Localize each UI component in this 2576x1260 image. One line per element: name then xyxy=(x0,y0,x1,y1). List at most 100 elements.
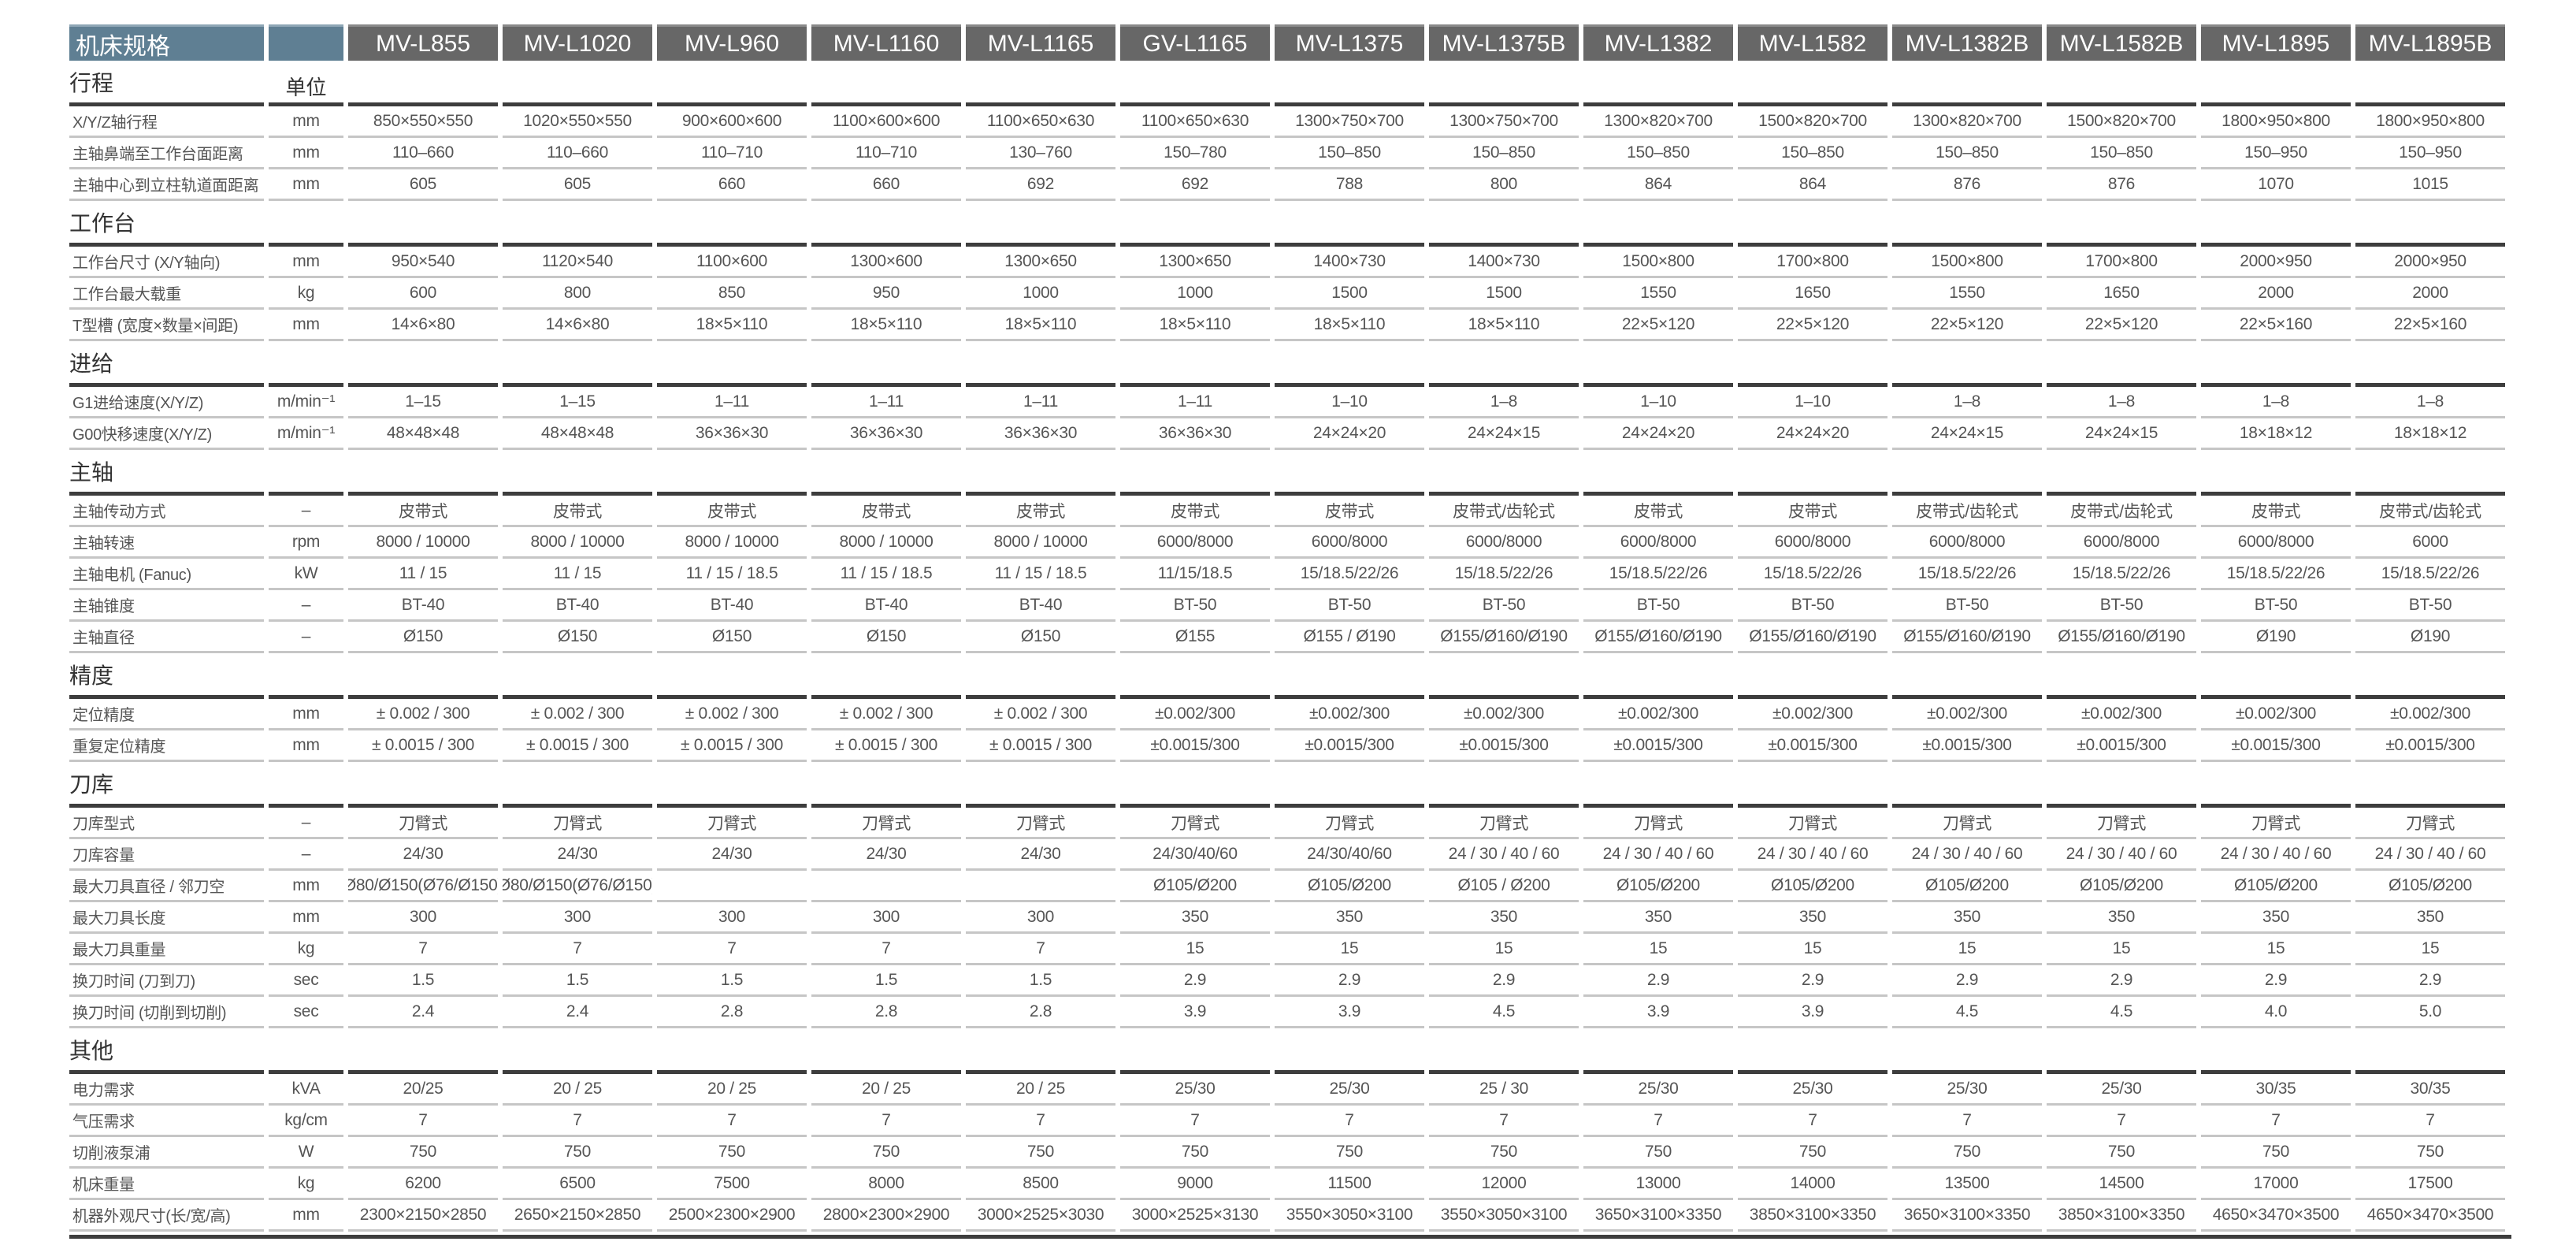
spec-value: 22×5×120 xyxy=(1583,310,1733,341)
spec-value: 2.9 xyxy=(1738,965,1887,997)
spec-value: 12000 xyxy=(1429,1169,1579,1200)
model-header: GV-L1165 xyxy=(1120,24,1270,61)
section-divider-cell xyxy=(348,341,498,387)
row-unit: kg xyxy=(269,1169,343,1200)
spec-value: ±0.0015/300 xyxy=(1738,730,1887,762)
spec-value: 1–8 xyxy=(2201,387,2351,418)
spec-value: 1–8 xyxy=(2355,387,2505,418)
spec-value: ±0.002/300 xyxy=(2355,699,2505,730)
spec-value: 刀臂式 xyxy=(657,808,807,839)
spec-value: 1–10 xyxy=(1738,387,1887,418)
spec-value: 7 xyxy=(2355,1106,2505,1137)
spec-value: 7 xyxy=(1583,1106,1733,1137)
spec-value: BT-40 xyxy=(348,590,498,622)
table-row: 主轴中心到立柱轨道面距离 mm 605 605 660 660 692 692 788 800 86… xyxy=(69,169,2511,201)
spec-value: Ø105/Ø200 xyxy=(2201,871,2351,902)
header-title: 机床规格 xyxy=(69,24,264,61)
section-divider-cell xyxy=(348,61,498,106)
section-title: 刀库 xyxy=(69,762,264,808)
spec-value: 11500 xyxy=(1275,1169,1424,1200)
spec-value: 750 xyxy=(1120,1137,1270,1169)
spec-value: Ø150 xyxy=(348,622,498,653)
section-divider-cell xyxy=(1738,341,1887,387)
spec-value: 18×5×110 xyxy=(811,310,961,341)
spec-value: ±0.002/300 xyxy=(1583,699,1733,730)
section-header: 主轴 xyxy=(69,450,2511,496)
section-divider-cell xyxy=(657,653,807,699)
spec-value: 30/35 xyxy=(2355,1074,2505,1106)
spec-value: 3650×3100×3350 xyxy=(1892,1200,2042,1232)
spec-value: 1–8 xyxy=(1429,387,1579,418)
table-row: 定位精度 mm ± 0.002 / 300 ± 0.002 / 300 ± 0.002 … xyxy=(69,699,2511,730)
spec-value: 22×5×120 xyxy=(1892,310,2042,341)
spec-value: 刀臂式 xyxy=(1120,808,1270,839)
spec-value: Ø105/Ø200 xyxy=(1738,871,1887,902)
spec-value: 300 xyxy=(966,902,1115,934)
spec-value: 18×18×12 xyxy=(2355,418,2505,450)
spec-value: 25/30 xyxy=(1275,1074,1424,1106)
row-unit: sec xyxy=(269,965,343,997)
row-label: 工作台最大载重 xyxy=(69,278,264,310)
spec-value: 3.9 xyxy=(1583,997,1733,1028)
spec-value: 750 xyxy=(2047,1137,2196,1169)
spec-value: 5.0 xyxy=(2355,997,2505,1028)
row-unit: – xyxy=(269,496,343,527)
section-divider-cell xyxy=(811,201,961,247)
model-header: MV-L1160 xyxy=(811,24,961,61)
spec-value: 8000 / 10000 xyxy=(348,527,498,559)
spec-value: 1300×600 xyxy=(811,247,961,278)
spec-value: 4.0 xyxy=(2201,997,2351,1028)
spec-value: Ø150 xyxy=(811,622,961,653)
spec-value: 150–850 xyxy=(1738,138,1887,169)
spec-value: 150–950 xyxy=(2201,138,2351,169)
row-unit: – xyxy=(269,808,343,839)
spec-value: 1–15 xyxy=(503,387,652,418)
spec-value: 350 xyxy=(2355,902,2505,934)
section-divider-cell xyxy=(966,201,1115,247)
section-divider-cell xyxy=(657,450,807,496)
spec-value: ± 0.002 / 300 xyxy=(503,699,652,730)
spec-value: 1–11 xyxy=(811,387,961,418)
section-divider-cell xyxy=(657,61,807,106)
spec-value: 皮带式/齿轮式 xyxy=(2355,496,2505,527)
spec-value: 1100×600 xyxy=(657,247,807,278)
row-unit: mm xyxy=(269,169,343,201)
section-divider-cell xyxy=(966,341,1115,387)
table-row: T型槽 (宽度×数量×间距) mm 14×6×80 14×6×80 18×5×110 18… xyxy=(69,310,2511,341)
row-label: 主轴电机 (Fanuc) xyxy=(69,559,264,590)
section-divider-cell xyxy=(1120,1028,1270,1074)
spec-value: 25/30 xyxy=(2047,1074,2196,1106)
section-divider-cell xyxy=(1429,1028,1579,1074)
spec-value: 2.9 xyxy=(1583,965,1733,997)
spec-value: 24×24×15 xyxy=(1892,418,2042,450)
section-title: 进给 xyxy=(69,341,264,387)
spec-value: 14×6×80 xyxy=(348,310,498,341)
row-label: 换刀时间 (切削到切削) xyxy=(69,997,264,1028)
section-divider-cell xyxy=(2355,653,2505,699)
section-divider-cell xyxy=(1892,341,2042,387)
spec-value: ± 0.0015 / 300 xyxy=(966,730,1115,762)
spec-value: 8000 / 10000 xyxy=(811,527,961,559)
section-divider-cell xyxy=(348,762,498,808)
row-label: T型槽 (宽度×数量×间距) xyxy=(69,310,264,341)
section-divider-cell xyxy=(503,653,652,699)
spec-value: 4.5 xyxy=(2047,997,2196,1028)
spec-value: Ø190 xyxy=(2201,622,2351,653)
section-divider-cell xyxy=(2355,61,2505,106)
spec-value: Ø150 xyxy=(503,622,652,653)
spec-value: 24 / 30 / 40 / 60 xyxy=(2201,839,2351,871)
spec-value: 2.8 xyxy=(966,997,1115,1028)
spec-value: 24 / 30 / 40 / 60 xyxy=(1583,839,1733,871)
spec-value: 11 / 15 / 18.5 xyxy=(811,559,961,590)
section-divider-cell xyxy=(2047,201,2196,247)
spec-value: 864 xyxy=(1738,169,1887,201)
spec-value: 6000/8000 xyxy=(1738,527,1887,559)
spec-value: ±0.002/300 xyxy=(1275,699,1424,730)
spec-value: 24×24×15 xyxy=(1429,418,1579,450)
spec-value: 692 xyxy=(966,169,1115,201)
row-unit: sec xyxy=(269,997,343,1028)
spec-value: 300 xyxy=(657,902,807,934)
spec-value: 皮带式/齿轮式 xyxy=(1892,496,2042,527)
section-divider-cell xyxy=(1583,341,1733,387)
spec-value: 24/30/40/60 xyxy=(1275,839,1424,871)
